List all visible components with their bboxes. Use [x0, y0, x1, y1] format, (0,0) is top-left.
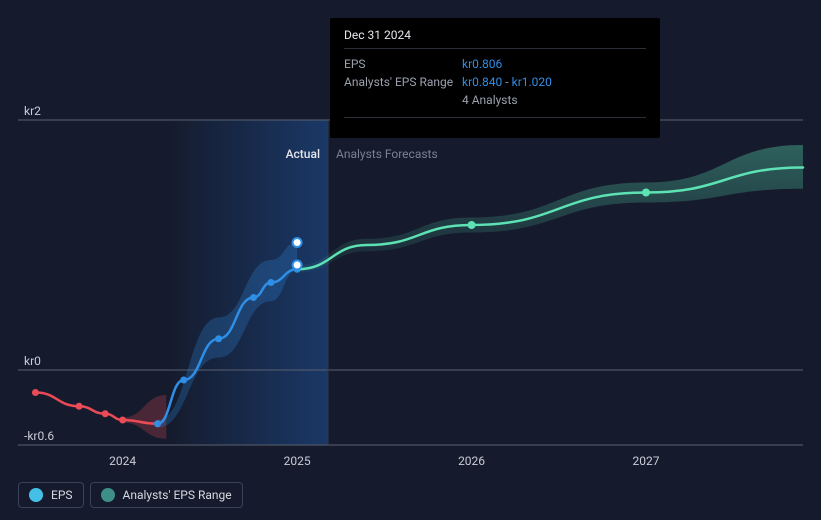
svg-text:Actual: Actual [286, 147, 320, 161]
svg-text:2024: 2024 [109, 454, 136, 468]
legend-swatch [101, 488, 115, 502]
tooltip-subtext: 4 Analysts [462, 93, 646, 107]
tooltip-key: Analysts' EPS Range [344, 73, 462, 91]
tooltip-key: EPS [344, 55, 462, 73]
svg-text:2025: 2025 [284, 454, 311, 468]
svg-text:kr2: kr2 [24, 104, 41, 118]
tooltip-value-range: kr0.840-kr1.020 [462, 73, 552, 91]
svg-text:-kr0.6: -kr0.6 [24, 429, 54, 443]
tooltip-divider [344, 117, 646, 118]
legend-item-eps[interactable]: EPS [18, 482, 84, 508]
svg-text:2027: 2027 [633, 454, 660, 468]
legend-swatch [29, 488, 43, 502]
tooltip-divider [344, 48, 646, 49]
tooltip-range-low: kr0.840 [462, 75, 502, 89]
tooltip-row-range: Analysts' EPS Range kr0.840-kr1.020 [344, 73, 646, 91]
tooltip-range-high: kr1.020 [512, 75, 552, 89]
svg-text:Analysts Forecasts: Analysts Forecasts [336, 147, 438, 161]
legend-item-range[interactable]: Analysts' EPS Range [90, 482, 243, 508]
svg-text:2026: 2026 [458, 454, 485, 468]
tooltip-row-eps: EPS kr0.806 [344, 55, 646, 73]
tooltip-date: Dec 31 2024 [344, 28, 646, 42]
chart-tooltip: Dec 31 2024 EPS kr0.806 Analysts' EPS Ra… [330, 18, 660, 138]
legend-label: Analysts' EPS Range [123, 488, 232, 502]
chart-legend: EPS Analysts' EPS Range [18, 482, 243, 508]
svg-text:kr0: kr0 [24, 354, 41, 368]
tooltip-value: kr0.806 [462, 55, 502, 73]
legend-label: EPS [51, 488, 73, 502]
